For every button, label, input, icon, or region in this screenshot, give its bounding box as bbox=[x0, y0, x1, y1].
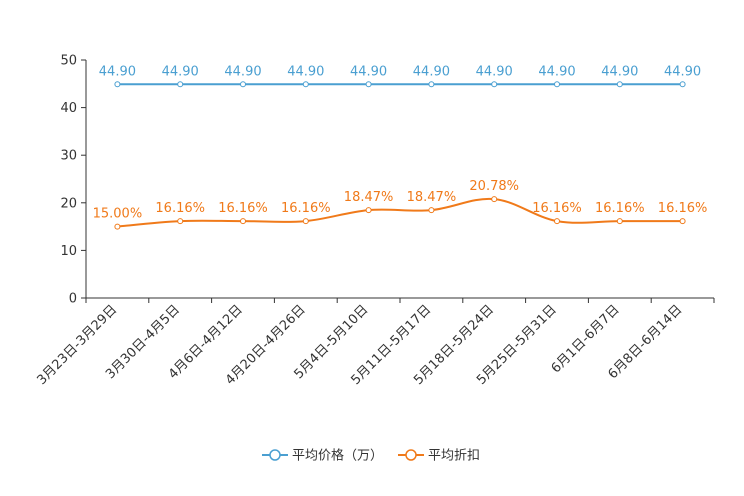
data-label: 20.78% bbox=[469, 179, 519, 194]
data-label: 44.90 bbox=[601, 64, 638, 79]
y-tick-label: 10 bbox=[60, 244, 77, 259]
series-average-discount: 15.00% 16.16% 16.16% 16.16% 18.47% 18.47% 20.7… bbox=[93, 179, 708, 230]
data-label: 44.90 bbox=[664, 64, 701, 79]
data-label: 44.90 bbox=[287, 64, 324, 79]
y-tick-label: 50 bbox=[60, 54, 77, 69]
data-label: 44.90 bbox=[538, 64, 575, 79]
data-point bbox=[554, 218, 560, 225]
data-point bbox=[240, 81, 246, 88]
data-label: 16.16% bbox=[155, 201, 205, 216]
legend-item-average-discount[interactable]: 平均折扣 bbox=[398, 449, 480, 464]
data-label: 16.16% bbox=[218, 201, 268, 216]
data-label: 18.47% bbox=[407, 190, 457, 205]
data-label: 16.16% bbox=[595, 201, 645, 216]
legend-label: 平均价格（万） bbox=[292, 448, 383, 464]
legend-label: 平均折扣 bbox=[428, 449, 480, 464]
data-label: 44.90 bbox=[413, 64, 450, 79]
legend-marker-icon bbox=[269, 449, 281, 461]
data-point bbox=[114, 223, 121, 230]
data-point bbox=[177, 218, 184, 225]
y-tick-label: 20 bbox=[60, 196, 77, 211]
data-label: 44.90 bbox=[350, 64, 387, 79]
data-label: 16.16% bbox=[281, 201, 331, 216]
data-label: 16.16% bbox=[658, 201, 708, 216]
data-point bbox=[365, 81, 372, 88]
data-point bbox=[240, 218, 246, 225]
data-label: 44.90 bbox=[224, 64, 261, 79]
data-point bbox=[491, 196, 498, 203]
data-point bbox=[428, 81, 435, 88]
y-tick-label: 0 bbox=[69, 292, 77, 307]
y-tick-label: 30 bbox=[60, 149, 77, 164]
data-point bbox=[177, 81, 184, 88]
data-point bbox=[554, 81, 560, 88]
data-point bbox=[302, 218, 309, 225]
data-label: 44.90 bbox=[476, 64, 513, 79]
data-label: 16.16% bbox=[532, 201, 582, 216]
legend-marker-icon bbox=[405, 449, 417, 461]
data-label: 18.47% bbox=[344, 190, 394, 205]
data-point bbox=[428, 207, 435, 214]
data-label: 15.00% bbox=[93, 207, 143, 222]
legend-item-average-price[interactable]: 平均价格（万） bbox=[262, 448, 383, 464]
data-point bbox=[679, 81, 686, 88]
series-layer: 44.90 44.90 44.90 44.90 44.90 44.90 44.90 44.90… bbox=[93, 64, 708, 230]
data-point bbox=[679, 218, 686, 225]
data-point bbox=[616, 81, 623, 88]
series-line bbox=[117, 197, 683, 228]
data-point bbox=[616, 218, 623, 225]
data-point bbox=[491, 81, 498, 88]
data-point bbox=[365, 207, 372, 214]
data-point bbox=[114, 81, 121, 88]
data-point bbox=[302, 81, 309, 88]
data-label: 44.90 bbox=[99, 64, 136, 79]
series-average-price: 44.90 44.90 44.90 44.90 44.90 44.90 44.90 44.90… bbox=[99, 64, 701, 88]
chart-legend[interactable]: 平均价格（万） 平均折扣 bbox=[262, 448, 480, 464]
y-tick-label: 40 bbox=[60, 101, 77, 116]
data-label: 44.90 bbox=[162, 64, 199, 79]
